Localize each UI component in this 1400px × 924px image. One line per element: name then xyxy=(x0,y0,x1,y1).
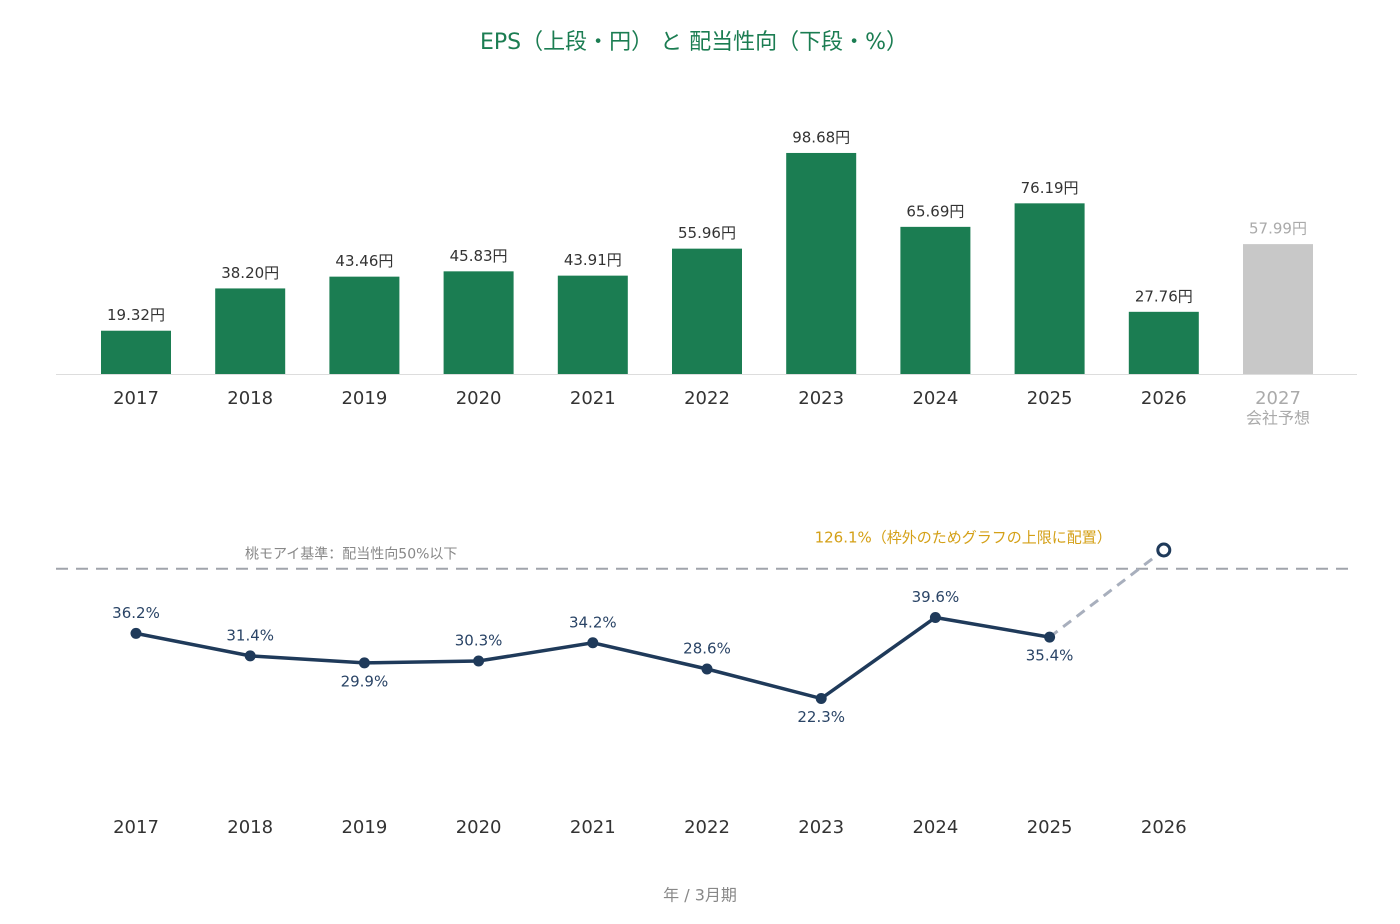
point xyxy=(473,655,485,667)
point xyxy=(587,637,599,649)
point xyxy=(815,693,827,705)
x-tick-label: 2019 xyxy=(341,388,387,409)
point xyxy=(244,650,256,662)
value-label: 34.2% xyxy=(569,613,617,631)
bar xyxy=(443,271,514,374)
value-label: 38.20円 xyxy=(221,264,279,282)
value-label: 57.99円 xyxy=(1249,220,1307,238)
value-label: 98.68円 xyxy=(792,128,850,146)
value-label: 28.6% xyxy=(683,640,731,658)
value-label: 45.83円 xyxy=(450,247,508,265)
value-label: 43.91円 xyxy=(564,251,622,269)
x-tick-label: 2023 xyxy=(798,388,844,409)
x-tick-label: 2018 xyxy=(227,817,273,838)
x-tick-label: 2017 xyxy=(113,817,159,838)
x-tick-label: 2027 xyxy=(1255,388,1301,409)
value-label: 29.9% xyxy=(341,672,389,690)
value-label: 36.2% xyxy=(112,604,160,622)
value-label: 126.1%（枠外のためグラフの上限に配置） xyxy=(815,529,1112,547)
bar xyxy=(1014,203,1085,374)
value-label: 30.3% xyxy=(455,632,503,650)
reference-label: 桃モアイ基準：配当性向50%以下 xyxy=(245,546,457,563)
x-axis-label: 年 / 3月期 xyxy=(663,886,737,905)
x-tick-label: 2026 xyxy=(1141,388,1187,409)
point xyxy=(358,657,370,669)
bar xyxy=(672,248,742,374)
value-label: 27.76円 xyxy=(1135,287,1193,305)
point xyxy=(701,663,713,675)
x-tick-note: 会社予想 xyxy=(1246,409,1310,428)
x-tick-label: 2025 xyxy=(1027,388,1073,409)
value-label: 55.96円 xyxy=(678,224,736,242)
value-label: 22.3% xyxy=(797,708,845,726)
bar xyxy=(215,288,286,374)
point xyxy=(1044,631,1056,643)
value-label: 19.32円 xyxy=(107,306,165,324)
value-label: 35.4% xyxy=(1026,647,1074,665)
bar xyxy=(101,330,171,374)
x-tick-label: 2022 xyxy=(684,388,730,409)
x-tick-label: 2018 xyxy=(227,388,273,409)
bar xyxy=(1243,244,1313,374)
bar xyxy=(786,152,857,374)
x-tick-label: 2020 xyxy=(456,817,502,838)
x-tick-label: 2024 xyxy=(912,388,958,409)
x-tick-label: 2021 xyxy=(570,388,616,409)
bar xyxy=(900,226,971,374)
point xyxy=(929,611,941,623)
bar xyxy=(557,275,628,374)
bar xyxy=(329,276,400,374)
bar xyxy=(1128,311,1199,374)
value-label: 43.46円 xyxy=(335,252,393,270)
point xyxy=(130,627,142,639)
x-tick-label: 2025 xyxy=(1027,817,1073,838)
value-label: 65.69円 xyxy=(906,202,964,220)
point-out-of-range xyxy=(1156,542,1172,558)
chart-title: EPS（上段・円） と 配当性向（下段・%） xyxy=(480,30,908,55)
value-label: 39.6% xyxy=(912,588,960,606)
x-tick-label: 2023 xyxy=(798,817,844,838)
value-label: 76.19円 xyxy=(1021,179,1079,197)
value-label: 31.4% xyxy=(226,626,274,644)
x-tick-label: 2024 xyxy=(912,817,958,838)
x-tick-label: 2022 xyxy=(684,817,730,838)
x-tick-label: 2021 xyxy=(570,817,616,838)
x-tick-label: 2019 xyxy=(341,817,387,838)
x-tick-label: 2020 xyxy=(456,388,502,409)
x-tick-label: 2017 xyxy=(113,388,159,409)
projection-line xyxy=(1048,548,1165,639)
x-tick-label: 2026 xyxy=(1141,817,1187,838)
